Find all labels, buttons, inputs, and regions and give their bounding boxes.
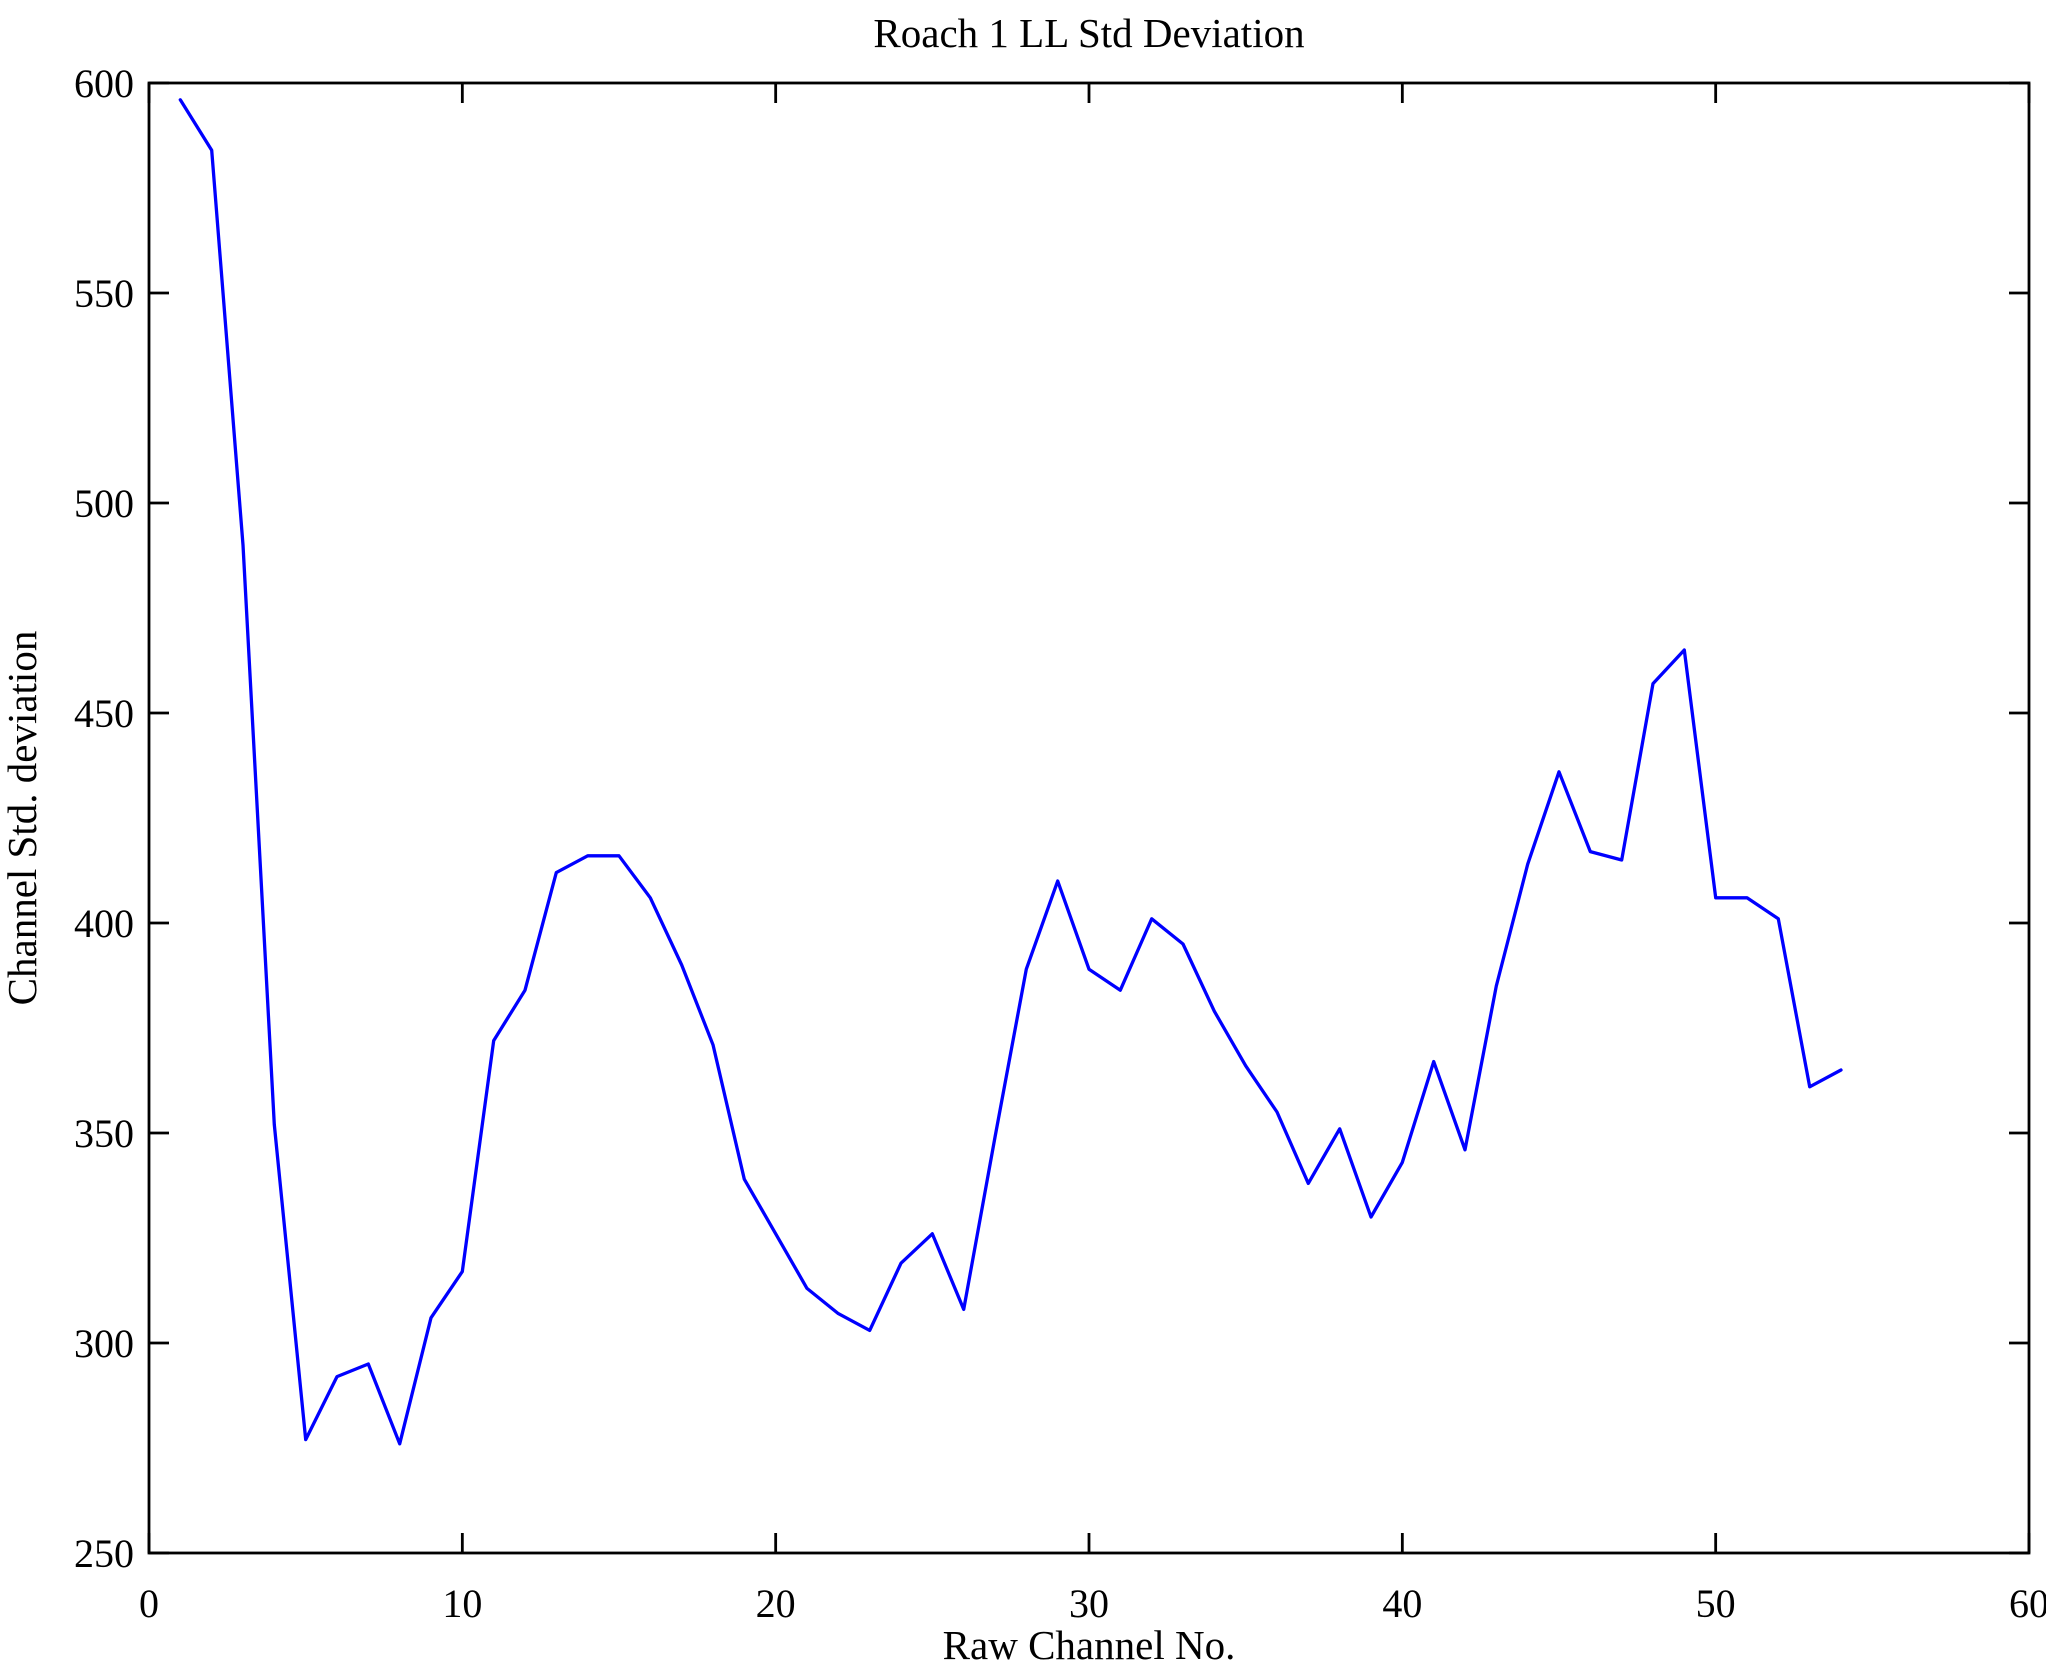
tick-label: 300	[74, 1321, 134, 1366]
tick-labels: 0 10 20 30 40 50 60 250 300 350 400 450 500 550 600	[74, 61, 2046, 1626]
tick-label: 10	[442, 1581, 482, 1626]
tick-label: 20	[756, 1581, 796, 1626]
tick-label: 450	[74, 691, 134, 736]
chart-title: Roach 1 LL Std Deviation	[873, 10, 1304, 56]
tick-label: 600	[74, 61, 134, 106]
tick-label: 40	[1382, 1581, 1422, 1626]
data-line	[178, 98, 1843, 1446]
y-axis-label: Channel Std. deviation	[0, 631, 45, 1006]
x-axis-label: Raw Channel No.	[943, 1622, 1236, 1668]
tick-label: 500	[74, 481, 134, 526]
axis-ticks	[147, 81, 2031, 1555]
tick-label: 0	[139, 1581, 159, 1626]
tick-label: 250	[74, 1531, 134, 1576]
tick-label: 30	[1069, 1581, 1109, 1626]
plot-box	[147, 81, 2031, 1555]
tick-label: 550	[74, 271, 134, 316]
tick-label: 60	[2009, 1581, 2046, 1626]
tick-label: 400	[74, 901, 134, 946]
tick-label: 50	[1696, 1581, 1736, 1626]
tick-label: 350	[74, 1111, 134, 1156]
